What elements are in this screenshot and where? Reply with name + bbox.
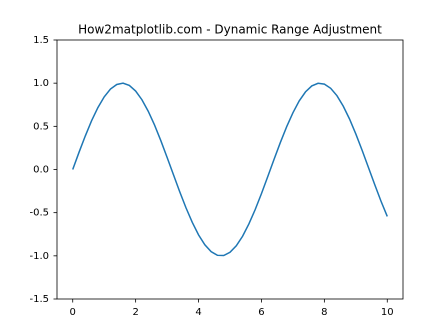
y-tick-label: 0.5 <box>33 121 49 132</box>
x-tick-label: 6 <box>258 307 264 318</box>
x-tick-label: 4 <box>195 307 201 318</box>
y-tick-label: 0.0 <box>33 165 49 176</box>
chart-title: How2matplotlib.com - Dynamic Range Adjus… <box>78 23 382 37</box>
line-series <box>72 82 388 257</box>
x-tick-label: 10 <box>381 307 394 318</box>
x-tick-label: 0 <box>70 307 76 318</box>
y-tick-label: 1.5 <box>33 35 49 46</box>
y-tick-label: -0.5 <box>29 208 49 219</box>
y-tick-label: 1.0 <box>33 78 49 89</box>
x-tick-label: 8 <box>321 307 327 318</box>
y-tick-label: -1.0 <box>29 251 49 262</box>
x-tick-label: 2 <box>132 307 138 318</box>
y-tick-label: -1.5 <box>29 294 49 305</box>
